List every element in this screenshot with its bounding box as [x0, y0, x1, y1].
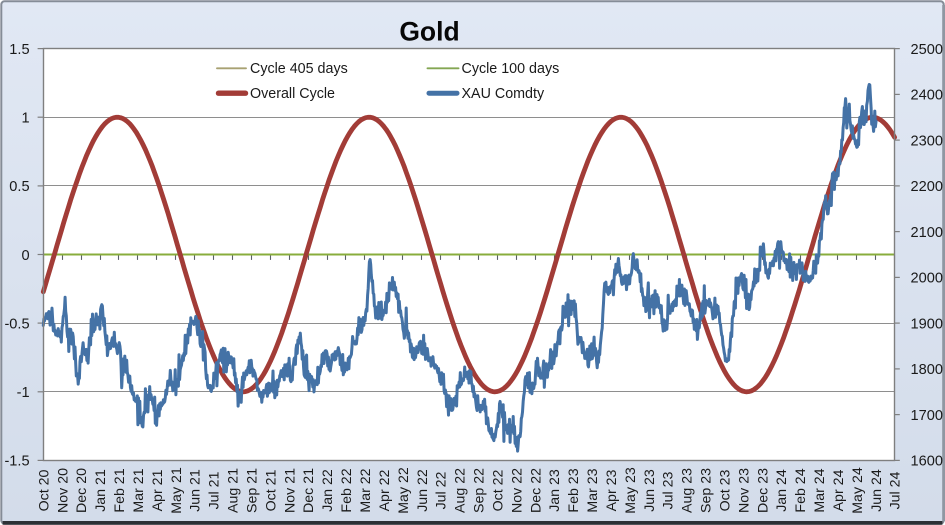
svg-text:May 22: May 22: [396, 467, 412, 514]
svg-text:Feb 23: Feb 23: [566, 468, 582, 512]
svg-text:Jun 24: Jun 24: [869, 469, 885, 512]
svg-text:Jan 22: Jan 22: [320, 469, 336, 512]
svg-text:Dec 21: Dec 21: [301, 468, 317, 513]
svg-text:Aug 21: Aug 21: [226, 468, 242, 513]
svg-text:Mar 22: Mar 22: [358, 468, 374, 512]
svg-text:Gold: Gold: [399, 17, 459, 47]
svg-text:0: 0: [21, 248, 29, 264]
svg-text:May 23: May 23: [623, 467, 639, 514]
svg-text:Nov 21: Nov 21: [282, 468, 298, 513]
svg-text:2100: 2100: [911, 225, 943, 241]
svg-text:Jan 24: Jan 24: [774, 469, 790, 512]
svg-text:-0.5: -0.5: [4, 316, 29, 332]
svg-text:Nov 20: Nov 20: [55, 468, 71, 513]
svg-text:Oct 22: Oct 22: [490, 469, 506, 511]
svg-text:Feb 21: Feb 21: [112, 468, 128, 512]
svg-text:Mar 24: Mar 24: [812, 468, 828, 512]
svg-text:1700: 1700: [911, 408, 943, 424]
svg-text:Aug 22: Aug 22: [453, 468, 469, 513]
svg-text:Aug 23: Aug 23: [680, 468, 696, 513]
svg-text:Apr 22: Apr 22: [377, 469, 393, 511]
svg-text:Jun 21: Jun 21: [188, 469, 204, 512]
svg-text:-1.5: -1.5: [4, 454, 29, 470]
svg-text:2400: 2400: [911, 88, 943, 104]
svg-text:Sep 23: Sep 23: [699, 468, 715, 513]
svg-text:1800: 1800: [911, 362, 943, 378]
svg-text:Mar 21: Mar 21: [131, 468, 147, 512]
svg-text:Jul 24: Jul 24: [888, 471, 904, 509]
svg-text:Cycle 100 days: Cycle 100 days: [462, 61, 560, 77]
svg-text:Jun 23: Jun 23: [642, 469, 658, 512]
svg-text:Feb 22: Feb 22: [339, 468, 355, 512]
svg-text:Jul 21: Jul 21: [207, 471, 223, 509]
svg-text:Apr 23: Apr 23: [604, 469, 620, 511]
svg-text:XAU Comdty: XAU Comdty: [462, 86, 545, 102]
svg-text:Nov 22: Nov 22: [509, 468, 525, 513]
svg-text:Apr 21: Apr 21: [150, 469, 166, 511]
svg-text:Sep 22: Sep 22: [472, 468, 488, 513]
svg-text:Oct 21: Oct 21: [263, 469, 279, 511]
svg-text:2200: 2200: [911, 179, 943, 195]
svg-text:Jun 22: Jun 22: [415, 469, 431, 512]
svg-text:Mar 23: Mar 23: [585, 468, 601, 512]
svg-text:Dec 20: Dec 20: [74, 468, 90, 513]
svg-text:1900: 1900: [911, 316, 943, 332]
svg-text:2500: 2500: [911, 42, 943, 58]
svg-text:Jan 21: Jan 21: [93, 469, 109, 512]
svg-text:Oct 20: Oct 20: [36, 469, 52, 511]
svg-text:Apr 24: Apr 24: [831, 469, 847, 511]
svg-text:Cycle 405 days: Cycle 405 days: [250, 61, 348, 77]
svg-text:1600: 1600: [911, 454, 943, 470]
svg-text:Jul 22: Jul 22: [434, 471, 450, 509]
svg-text:-1: -1: [17, 385, 30, 401]
svg-text:Dec 22: Dec 22: [528, 468, 544, 513]
svg-text:Feb 24: Feb 24: [793, 468, 809, 512]
svg-text:Jul 23: Jul 23: [661, 471, 677, 509]
svg-text:May 21: May 21: [169, 467, 185, 514]
svg-text:Jan 23: Jan 23: [547, 469, 563, 512]
svg-text:2300: 2300: [911, 133, 943, 149]
svg-text:May 24: May 24: [850, 467, 866, 514]
svg-text:Nov 23: Nov 23: [736, 468, 752, 513]
svg-text:2000: 2000: [911, 271, 943, 287]
svg-text:Oct 23: Oct 23: [717, 469, 733, 511]
svg-text:Dec 23: Dec 23: [755, 468, 771, 513]
svg-text:0.5: 0.5: [9, 179, 29, 195]
svg-text:Sep 21: Sep 21: [245, 468, 261, 513]
svg-text:1.5: 1.5: [9, 42, 29, 58]
svg-text:Overall Cycle: Overall Cycle: [250, 86, 335, 102]
svg-text:1: 1: [21, 110, 29, 126]
